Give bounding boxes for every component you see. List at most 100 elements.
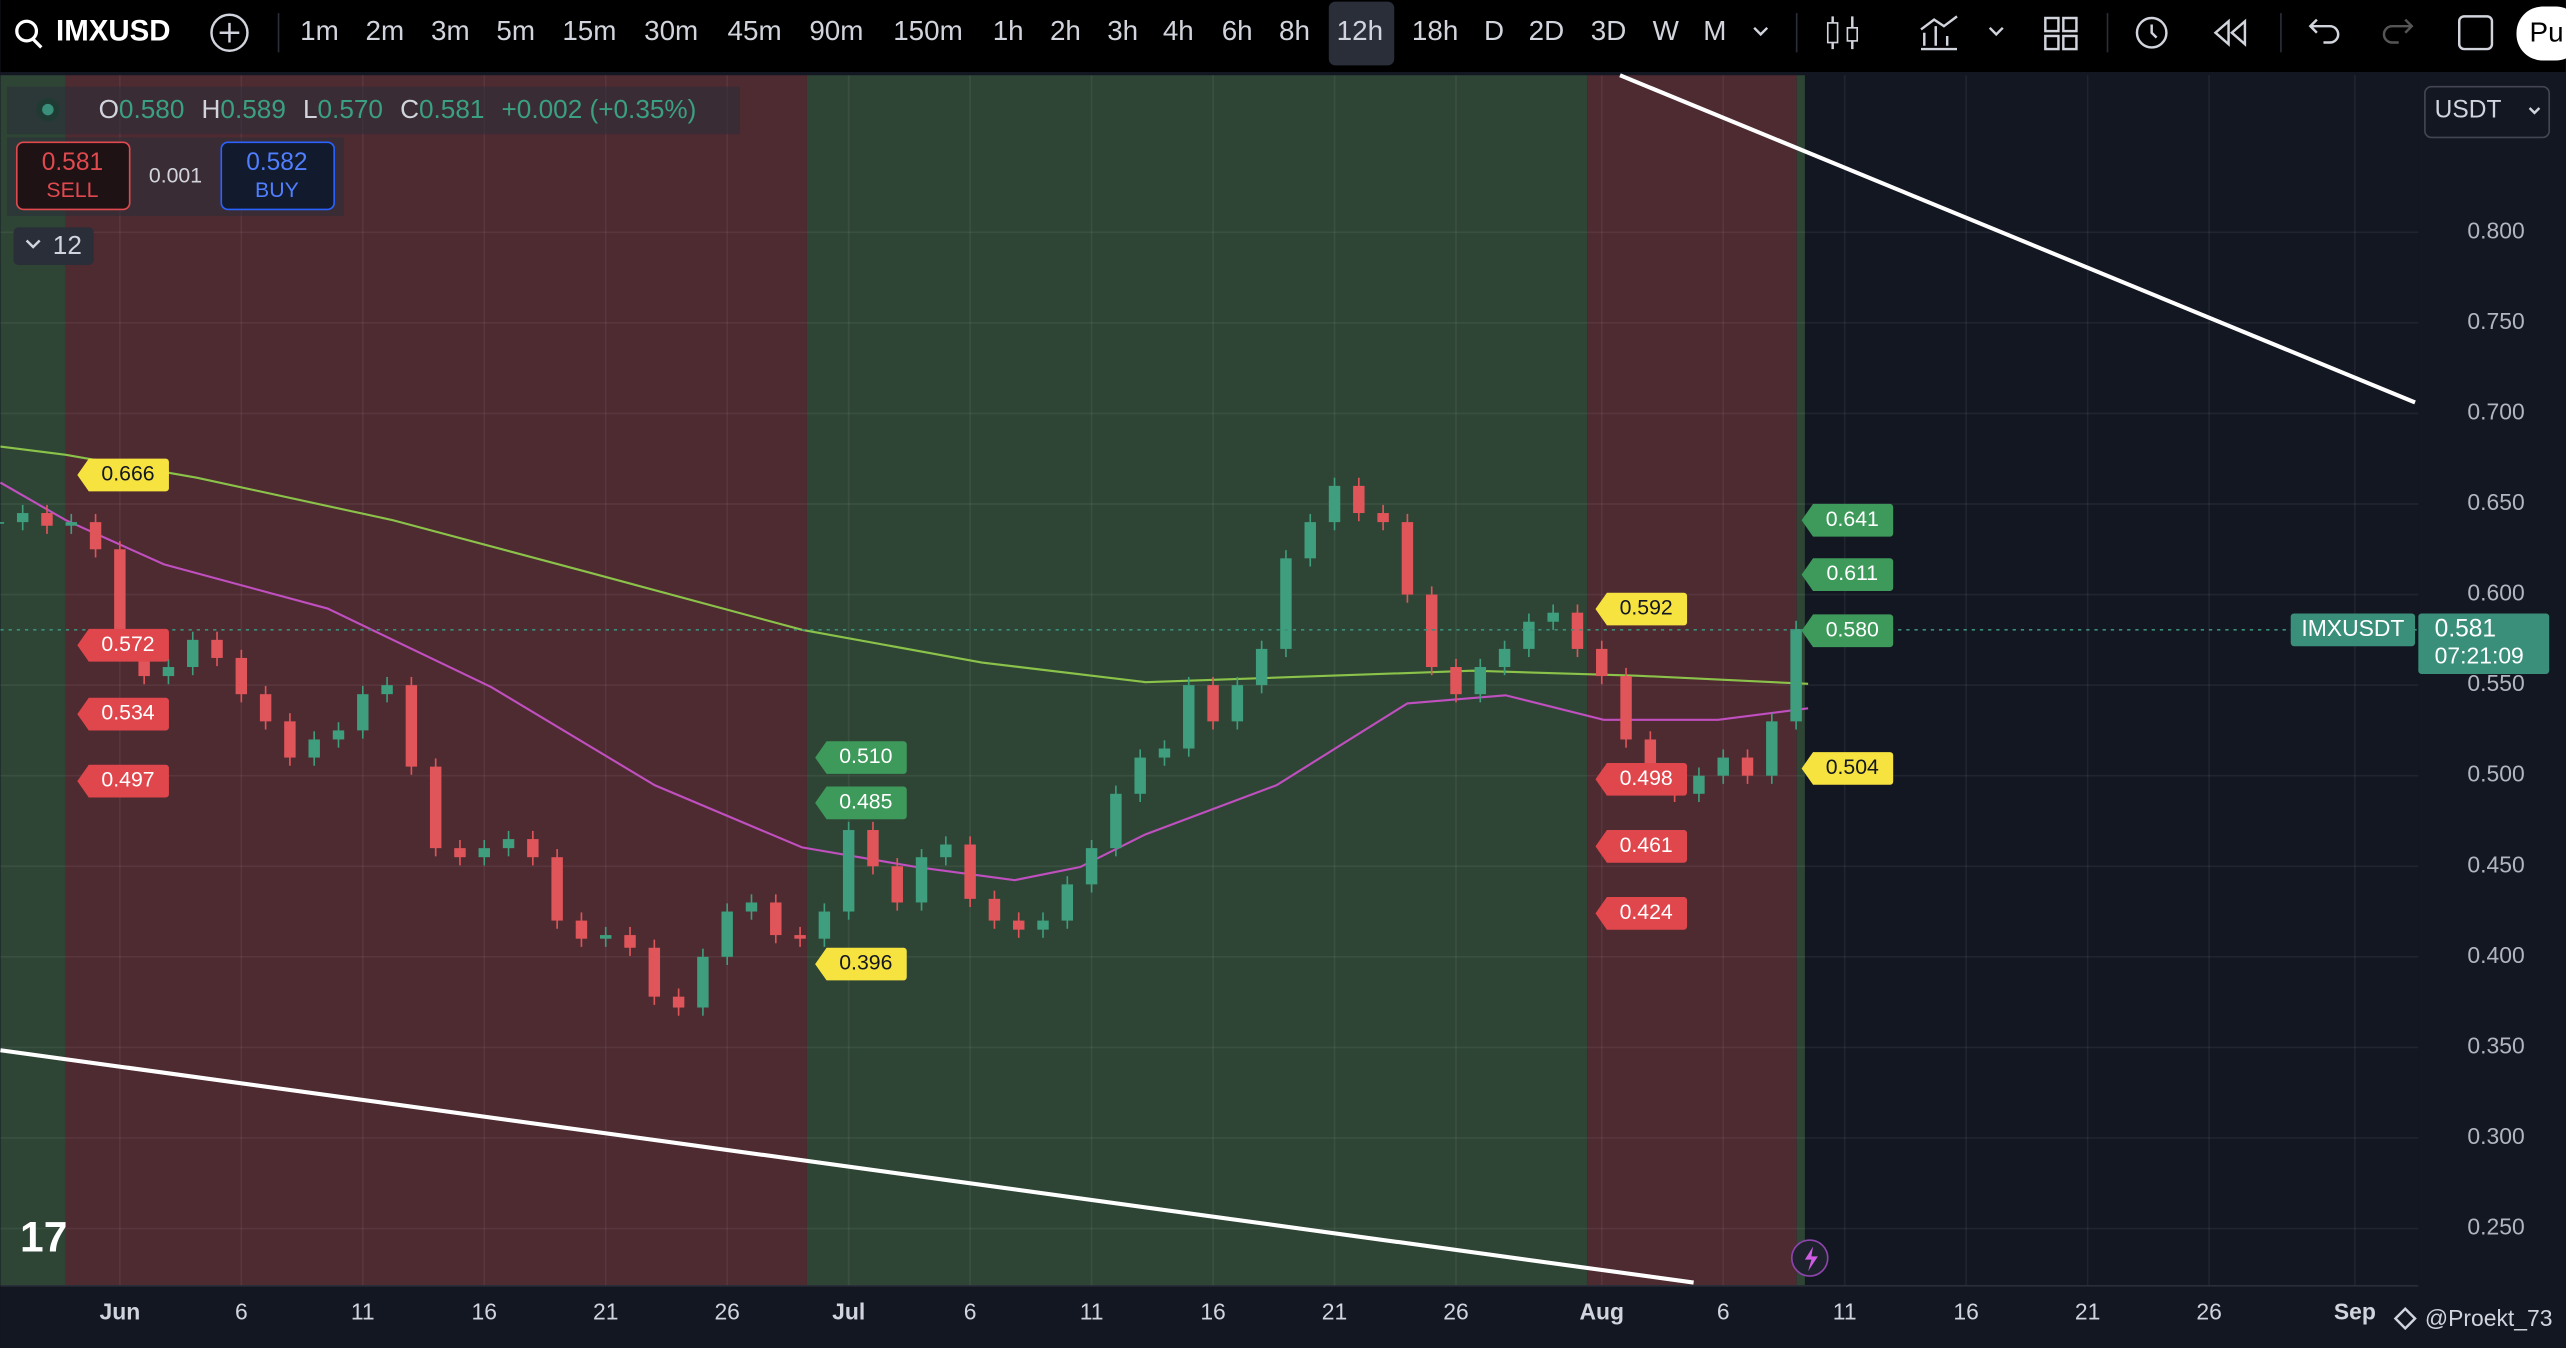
interval-button[interactable]: 6h bbox=[1222, 15, 1253, 46]
fullscreen-icon[interactable] bbox=[2458, 15, 2494, 51]
interval-button[interactable]: D bbox=[1484, 15, 1504, 46]
interval-button[interactable]: 30m bbox=[644, 15, 698, 46]
interval-button[interactable]: 8h bbox=[1279, 15, 1310, 46]
zone-red bbox=[65, 75, 807, 1286]
search-icon[interactable] bbox=[15, 19, 39, 43]
indicators-toggle[interactable] bbox=[13, 227, 94, 266]
candle bbox=[1231, 685, 1244, 722]
chevron[interactable] bbox=[1753, 26, 1769, 37]
candle bbox=[1037, 920, 1049, 930]
chart-type-icon bbox=[1846, 26, 1859, 42]
interval-button[interactable]: W bbox=[1653, 15, 1680, 46]
level-label: 0.461 bbox=[1620, 833, 1673, 857]
interval-button[interactable]: 45m bbox=[728, 15, 782, 46]
interval-button[interactable]: 12h bbox=[1337, 15, 1383, 46]
candle bbox=[1304, 522, 1316, 559]
interval-button[interactable]: 5m bbox=[496, 15, 535, 46]
add-symbol[interactable] bbox=[210, 13, 249, 52]
chevron[interactable] bbox=[1988, 26, 2004, 37]
interval-button[interactable]: 3h bbox=[1107, 15, 1138, 46]
legend-bar bbox=[6, 86, 740, 135]
candle bbox=[1401, 522, 1414, 595]
level-label: 0.572 bbox=[101, 632, 154, 656]
interval-button[interactable]: 1m bbox=[300, 15, 339, 46]
redo-icon[interactable] bbox=[2382, 18, 2414, 44]
level-label: 0.485 bbox=[839, 789, 892, 813]
level-box bbox=[815, 786, 907, 820]
candle bbox=[818, 911, 831, 939]
candle bbox=[284, 721, 296, 758]
interval-button[interactable]: 3m bbox=[431, 15, 470, 46]
sell-label: SELL bbox=[46, 178, 98, 202]
candle bbox=[988, 898, 1001, 921]
candle bbox=[648, 947, 661, 997]
active-interval bbox=[1328, 1, 1395, 66]
indicators-icon[interactable] bbox=[1920, 15, 1958, 51]
candles bbox=[0, 477, 1802, 1016]
replay-icon[interactable] bbox=[2213, 18, 2247, 47]
publish-button[interactable] bbox=[2516, 6, 2566, 61]
date-label: 11 bbox=[351, 1299, 375, 1325]
legend-c: 0.581 bbox=[419, 94, 484, 124]
date-label: 21 bbox=[593, 1299, 618, 1325]
candle bbox=[1110, 793, 1122, 849]
undo-icon[interactable] bbox=[2308, 18, 2340, 44]
interval-button[interactable]: 2D bbox=[1529, 15, 1565, 46]
candle bbox=[1255, 648, 1268, 686]
candle bbox=[915, 857, 928, 903]
interval-button[interactable]: 15m bbox=[562, 15, 616, 46]
candle bbox=[1353, 485, 1365, 514]
watermark-icon bbox=[2393, 1307, 2417, 1331]
candle bbox=[1644, 739, 1657, 776]
candle bbox=[1717, 757, 1729, 776]
candle bbox=[89, 522, 102, 550]
symbol[interactable]: IMXUSD bbox=[56, 14, 170, 47]
interval-button[interactable]: 18h bbox=[1412, 15, 1458, 46]
candle bbox=[600, 935, 612, 939]
level-box bbox=[77, 764, 169, 798]
date-label: Jul bbox=[832, 1299, 865, 1325]
sell-button[interactable] bbox=[15, 141, 131, 211]
date-label: 26 bbox=[1443, 1299, 1468, 1325]
candle bbox=[16, 513, 29, 523]
candle bbox=[114, 549, 126, 646]
interval-button[interactable]: 90m bbox=[809, 15, 863, 46]
interval-button[interactable]: 4h bbox=[1163, 15, 1194, 46]
level-label: 0.666 bbox=[101, 462, 154, 486]
interval-button[interactable]: 1h bbox=[993, 15, 1024, 46]
candle bbox=[405, 685, 418, 767]
buy-button[interactable] bbox=[220, 141, 335, 211]
candle bbox=[1207, 685, 1219, 722]
alert-icon[interactable] bbox=[2135, 16, 2168, 49]
candle bbox=[308, 739, 320, 758]
interval-button[interactable]: 2h bbox=[1050, 15, 1081, 46]
level-label: 0.510 bbox=[839, 744, 892, 768]
layout-icon[interactable] bbox=[2044, 16, 2078, 51]
spread: 0.001 bbox=[149, 163, 202, 187]
price-label: 0.400 bbox=[2467, 942, 2524, 968]
candle bbox=[794, 935, 806, 939]
legend-change: +0.002 (+0.35%) bbox=[502, 94, 697, 124]
price-label: 0.500 bbox=[2467, 761, 2524, 787]
publish-label: Pu bbox=[2530, 17, 2564, 48]
interval-button[interactable]: 3D bbox=[1591, 15, 1627, 46]
candle bbox=[1134, 757, 1146, 794]
currency-select[interactable] bbox=[2424, 85, 2551, 139]
interval-button[interactable]: M bbox=[1703, 15, 1726, 46]
logo: 17 bbox=[20, 1213, 67, 1261]
candle bbox=[940, 844, 952, 858]
candle bbox=[551, 857, 563, 921]
interval-button[interactable]: 150m bbox=[893, 15, 963, 46]
level-box bbox=[77, 697, 169, 731]
candle bbox=[1790, 628, 1802, 722]
buy-price: 0.582 bbox=[246, 149, 307, 176]
price-axis-labels: 0.800 0.750 0.700 0.650 0.600 0.550 0.500 0.450… bbox=[2467, 217, 2524, 1239]
candle bbox=[1183, 685, 1195, 749]
candle bbox=[162, 667, 175, 677]
candle bbox=[1450, 667, 1462, 695]
symbol-tag bbox=[2290, 613, 2416, 647]
interval-button[interactable]: 2m bbox=[366, 15, 405, 46]
date-label: 16 bbox=[1200, 1299, 1225, 1325]
